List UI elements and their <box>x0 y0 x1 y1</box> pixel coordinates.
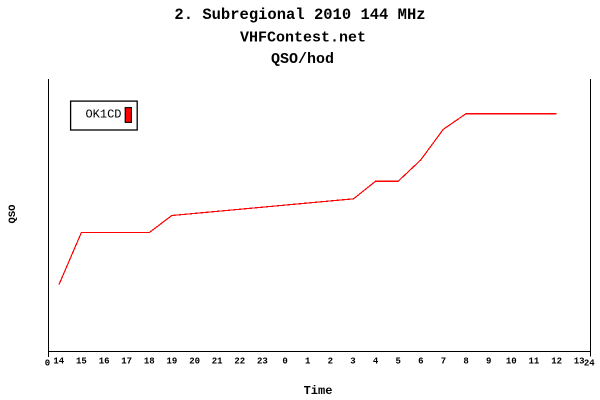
svg-text:7: 7 <box>441 357 446 367</box>
svg-text:9: 9 <box>486 357 491 367</box>
svg-text:14: 14 <box>53 357 64 367</box>
svg-text:24: 24 <box>584 359 595 369</box>
svg-text:19: 19 <box>166 357 177 367</box>
svg-text:23: 23 <box>257 357 268 367</box>
svg-text:17: 17 <box>121 357 132 367</box>
svg-text:0: 0 <box>282 357 287 367</box>
svg-text:VHFContest.net: VHFContest.net <box>240 30 366 47</box>
svg-text:4: 4 <box>373 357 379 367</box>
svg-text:15: 15 <box>76 357 87 367</box>
svg-text:13: 13 <box>574 357 585 367</box>
svg-text:2: 2 <box>328 357 333 367</box>
svg-text:OK1CD: OK1CD <box>85 108 121 122</box>
svg-text:QSO/hod: QSO/hod <box>271 51 334 68</box>
svg-text:10: 10 <box>506 357 517 367</box>
svg-text:8: 8 <box>463 357 468 367</box>
svg-text:20: 20 <box>189 357 200 367</box>
svg-text:1: 1 <box>305 357 311 367</box>
svg-text:22: 22 <box>234 357 245 367</box>
svg-text:18: 18 <box>144 357 155 367</box>
svg-text:3: 3 <box>350 357 355 367</box>
svg-text:0: 0 <box>45 359 50 369</box>
svg-text:16: 16 <box>99 357 110 367</box>
svg-text:6: 6 <box>418 357 423 367</box>
svg-text:5: 5 <box>395 357 400 367</box>
svg-text:2. Subregional 2010 144 MHz: 2. Subregional 2010 144 MHz <box>174 6 425 24</box>
svg-text:QSO: QSO <box>7 205 19 224</box>
svg-text:Time: Time <box>304 384 333 398</box>
svg-text:21: 21 <box>212 357 223 367</box>
svg-text:11: 11 <box>528 357 539 367</box>
svg-text:12: 12 <box>551 357 562 367</box>
